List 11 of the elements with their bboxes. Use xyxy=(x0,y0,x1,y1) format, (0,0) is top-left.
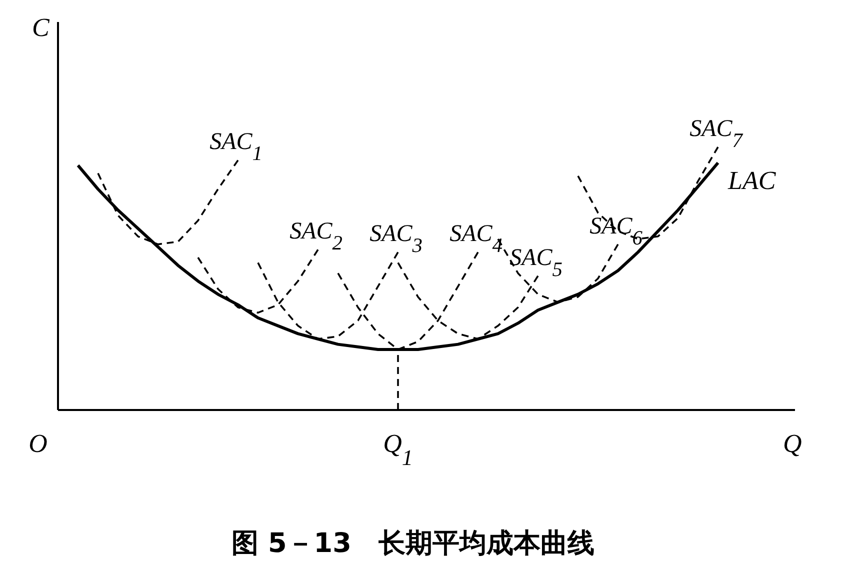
y-axis-title: C xyxy=(32,13,50,42)
text: 图 5－13 长期平均成本曲线 xyxy=(232,528,594,559)
x-tick-label: O xyxy=(28,429,48,458)
series-label: SAC$_{1}$ xyxy=(210,129,262,166)
x-axis-title: Q xyxy=(783,429,802,458)
series-label: SAC$_{7}$ xyxy=(690,116,744,152)
x-tick-label: Q$_{1}$ xyxy=(383,429,413,470)
series-label: SAC$_{2}$ xyxy=(290,218,342,255)
series-label: SAC$_{5}$ xyxy=(510,244,562,281)
series-label: SAC$_{3}$ xyxy=(370,221,422,258)
series-label: LAC xyxy=(727,166,776,195)
